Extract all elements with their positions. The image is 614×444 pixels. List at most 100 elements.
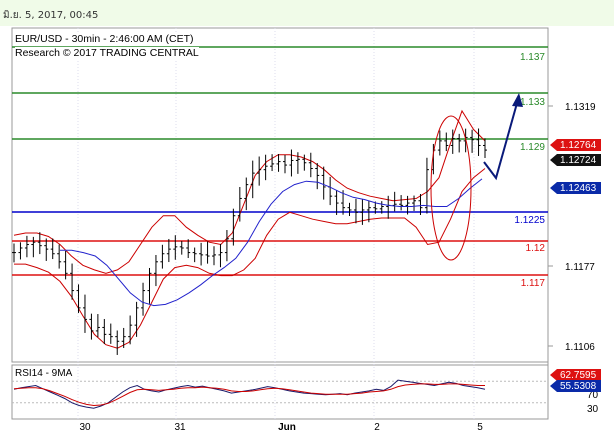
ohlc-bar (321, 166, 326, 200)
ohlc-bar (282, 155, 287, 174)
ohlc-bar (476, 128, 481, 156)
rsi-tick-70: 70 (587, 390, 599, 401)
ohlc-bar (308, 152, 313, 178)
ohlc-bar (12, 243, 16, 263)
level-labels: 1.137 1.133 1.129 1.1225 1.12 1.117 (514, 52, 545, 289)
x-tick-label-jun: Jun (278, 422, 296, 433)
level-label-112: 1.12 (526, 243, 546, 254)
ohlc-bar (302, 154, 307, 171)
ohlc-bar (186, 239, 191, 259)
level-label-1129: 1.129 (520, 142, 545, 153)
ohlc-bar (470, 129, 475, 153)
ohlc-bar (199, 242, 204, 266)
ohlc-bar (334, 190, 339, 215)
ohlc-bar (115, 330, 120, 355)
ohlc-bar (147, 267, 152, 304)
ohlc-bar (37, 232, 42, 255)
ohlc-bar (44, 238, 49, 261)
rsi-panel-frame (11, 364, 549, 420)
ohlc-bar (212, 246, 217, 266)
ohlc-bar (218, 243, 223, 268)
price-badge-last: 1.12724 (550, 154, 601, 166)
ohlc-bar (399, 195, 404, 211)
ohlc-bar (24, 235, 29, 258)
ohlc-bar (57, 244, 62, 269)
ohlc-bar (31, 236, 36, 258)
ohlc-bar (424, 157, 429, 214)
price-badge-ma-bg (550, 182, 601, 194)
rsi-ma-line (13, 383, 485, 407)
ohlc-bar (450, 129, 455, 154)
ohlc-bar (379, 201, 384, 214)
date-banner: มิ.ย. 5, 2017, 00:45 (0, 0, 614, 26)
chart-subtitle: Research © 2017 TRADING CENTRAL (15, 47, 199, 59)
price-badge-last-bg (550, 154, 601, 166)
ohlc-bar (412, 195, 417, 211)
rsi-badge-ma-label: 62.7595 (560, 370, 597, 381)
ohlc-bar (328, 176, 333, 206)
price-badge-upper: 1.12764 (550, 139, 601, 151)
ohlc-bar (89, 313, 94, 340)
gridlines (77, 28, 475, 419)
x-tick-label-5: 5 (477, 422, 483, 433)
forecast-path (483, 95, 520, 181)
x-axis-ticks: 30 31 Jun 2 5 (79, 422, 483, 433)
ohlc-bar (231, 208, 236, 246)
breakout-ellipse (430, 115, 472, 261)
rsi-line (13, 379, 486, 409)
rsi-badge-value-bg (550, 380, 601, 392)
ohlc-bar (457, 133, 462, 153)
ohlc-bar (392, 191, 397, 212)
ohlc-bar (353, 198, 358, 224)
ohlc-bar (366, 200, 371, 223)
ohlc-bar (134, 301, 139, 337)
ohlc-bar (166, 238, 171, 263)
ohlc-bar (141, 282, 146, 316)
level-label-11225: 1.1225 (514, 215, 545, 226)
rsi-tick-30: 30 (587, 404, 599, 415)
ohlc-bar (263, 154, 268, 181)
ohlc-bar (173, 235, 178, 260)
ohlc-bar (128, 315, 133, 345)
ma-line (60, 178, 483, 307)
price-badge-ma-label: 1.12463 (560, 183, 597, 194)
x-tick-label-30: 30 (79, 422, 91, 433)
ohlc-bar (237, 187, 242, 222)
ohlc-bar (102, 318, 107, 345)
ohlc-bar (224, 230, 229, 262)
price-badge-ma: 1.12463 (550, 182, 601, 194)
ohlc-bar (405, 195, 410, 215)
chart-title: EUR/USD - 30min - 2:46:00 AM (CET) (15, 33, 194, 45)
ohlc-bar (250, 160, 255, 199)
level-label-1133: 1.133 (520, 97, 545, 108)
price-candles (12, 128, 487, 355)
level-label-1137: 1.137 (520, 52, 545, 63)
forecast-arrow (483, 93, 523, 181)
rsi-badge-value-label: 55.5308 (560, 381, 597, 392)
moving-average (60, 178, 483, 307)
y-tick-label-1106: 1.1106 (565, 342, 595, 353)
price-badges: 1.12764 1.12724 1.12463 (550, 139, 601, 194)
ohlc-bar (95, 314, 100, 338)
ohlc-bar (50, 238, 55, 260)
ohlc-bar (437, 130, 442, 156)
ohlc-bar (270, 154, 275, 172)
level-lines (12, 46, 548, 276)
x-tick-label-2: 2 (374, 422, 380, 433)
y-tick-label-1319: 1.1319 (565, 102, 596, 113)
y-axis-ticks: 1.1319 1.1177 1.1106 (548, 102, 596, 353)
ohlc-bar (205, 241, 210, 264)
ohlc-bar (295, 152, 300, 174)
ohlc-bar (483, 138, 487, 159)
ohlc-bar (276, 154, 281, 172)
level-label-1117: 1.117 (521, 278, 546, 289)
ohlc-bar (315, 163, 320, 190)
datetime-label: มิ.ย. 5, 2017, 00:45 (3, 10, 99, 21)
rsi-title: RSI14 - 9MA (15, 368, 73, 379)
rsi-badge-value: 55.5308 (550, 380, 601, 392)
rsi-axis: RSI14 - 9MA 70 30 62.7595 55.5308 (15, 368, 601, 415)
y-tick-label-1177: 1.1177 (565, 262, 595, 273)
x-tick-label-31: 31 (174, 422, 186, 433)
ohlc-bar (341, 190, 346, 215)
